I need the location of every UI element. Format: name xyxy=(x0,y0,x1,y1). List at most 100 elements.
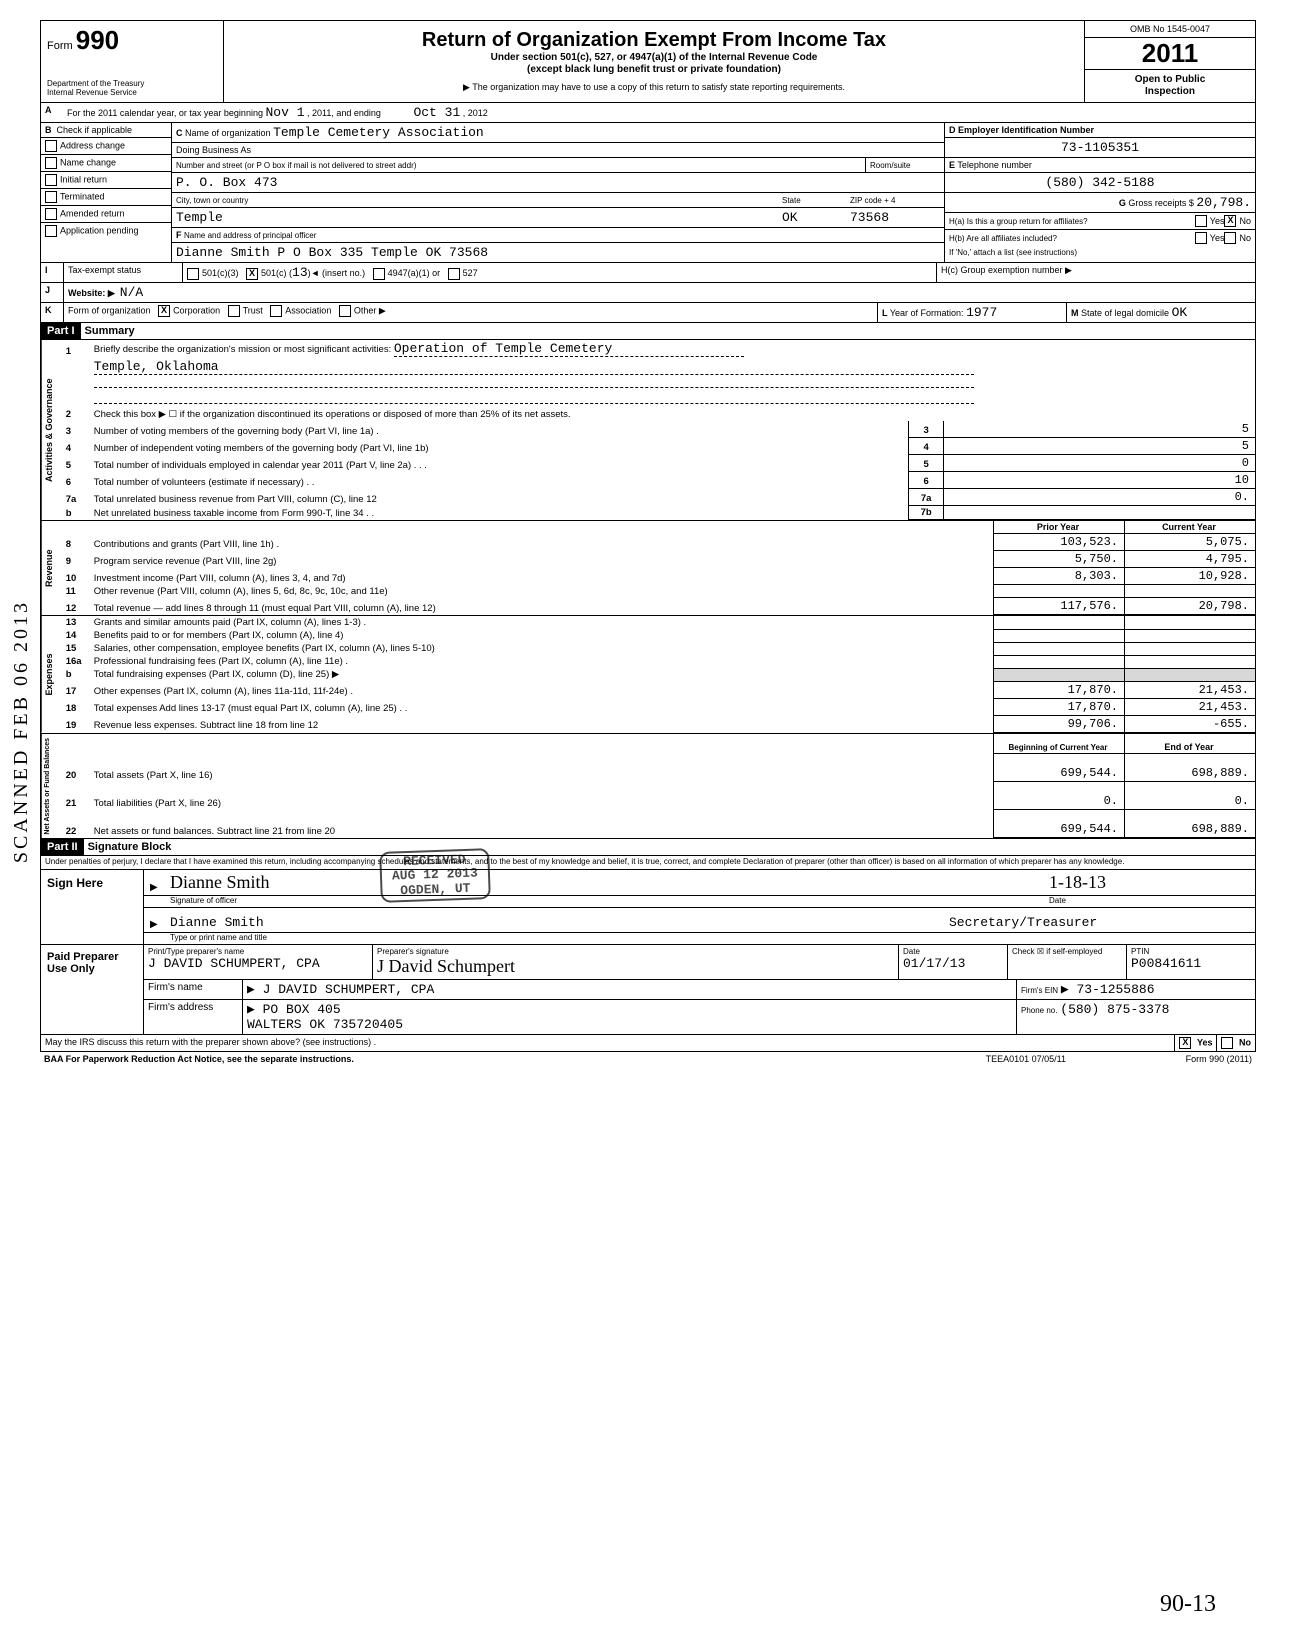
checkbox-501c[interactable] xyxy=(246,268,258,280)
val-6: 10 xyxy=(944,472,1255,489)
curr-20: 698,889. xyxy=(1125,754,1256,782)
prior-20: 699,544. xyxy=(994,754,1125,782)
label-hb: H(b) Are all affiliates included? xyxy=(949,234,1195,243)
label-ptin: PTIN xyxy=(1131,947,1251,956)
val-7a: 0. xyxy=(944,489,1255,506)
checkbox-amended[interactable] xyxy=(45,208,57,220)
prior-8: 103,523. xyxy=(994,534,1125,551)
label-a: A xyxy=(41,103,63,122)
checkbox-hb-yes[interactable] xyxy=(1195,232,1207,244)
org-city: Temple xyxy=(172,208,778,227)
form-title: Return of Organization Exempt From Incom… xyxy=(230,29,1078,52)
checkbox-501c3[interactable] xyxy=(187,268,199,280)
label-date: Date xyxy=(1049,896,1249,905)
firm-name: ▶ J DAVID SCHUMPERT, CPA xyxy=(243,980,1017,999)
curr-12: 20,798. xyxy=(1125,598,1256,615)
checkbox-name-change[interactable] xyxy=(45,157,57,169)
ein: 73-1105351 xyxy=(945,138,1255,158)
checkbox-terminated[interactable] xyxy=(45,191,57,203)
label-state: State xyxy=(782,196,801,205)
prior-17: 17,870. xyxy=(994,681,1125,698)
501c-number: 13 xyxy=(292,265,308,280)
check-if-applicable: Check if applicable xyxy=(57,125,133,135)
paid-preparer-label: Paid Preparer Use Only xyxy=(41,945,144,1034)
sign-here-label: Sign Here xyxy=(41,870,144,944)
val-4: 5 xyxy=(944,438,1255,455)
checkbox-app-pending[interactable] xyxy=(45,225,57,237)
checkbox-4947[interactable] xyxy=(373,268,385,280)
prior-12: 117,576. xyxy=(994,598,1125,615)
checkbox-discuss-no[interactable] xyxy=(1221,1037,1233,1049)
label-org-name: Name of organization xyxy=(185,128,271,138)
label-check-self-emp: Check ☒ if self-employed xyxy=(1012,947,1122,956)
org-name: Temple Cemetery Association xyxy=(273,125,484,140)
line-a-mid: , 2011, and ending xyxy=(307,108,381,118)
label-phone: Telephone number xyxy=(957,160,1032,170)
label-principal-officer: Name and address of principal officer xyxy=(184,231,316,240)
part-2-title: Signature Block xyxy=(84,839,176,855)
checkbox-hb-no[interactable] xyxy=(1224,232,1236,244)
perjury-statement: Under penalties of perjury, I declare th… xyxy=(41,856,1128,869)
form-number: 990 xyxy=(76,25,119,55)
line-a: A For the 2011 calendar year, or tax yea… xyxy=(40,103,1256,123)
received-stamp: RECEIVED AUG 12 2013 OGDEN, UT xyxy=(379,848,491,903)
checkbox-trust[interactable] xyxy=(228,305,240,317)
tax-year-begin: Nov 1 xyxy=(265,105,304,120)
state-domicile: OK xyxy=(1172,305,1188,320)
year-formation: 1977 xyxy=(966,305,997,320)
officer-signature: Dianne Smith xyxy=(170,872,1049,893)
checkbox-ha-yes[interactable] xyxy=(1195,215,1207,227)
tax-year: 2011 xyxy=(1085,38,1255,70)
form-note: ▶ The organization may have to use a cop… xyxy=(230,82,1078,93)
label-l: L xyxy=(882,308,888,318)
checkbox-assoc[interactable] xyxy=(270,305,282,317)
side-revenue: Revenue xyxy=(41,521,62,615)
label-firm-ein: Firm's EIN xyxy=(1021,986,1058,995)
form-number-block: Form 990 xyxy=(47,25,217,56)
label-prep-date: Date xyxy=(903,947,1003,956)
label-app-pending: Application pending xyxy=(60,225,139,235)
part-1-title: Summary xyxy=(81,323,139,339)
label-street: Number and street (or P O box if mail is… xyxy=(176,161,416,170)
open-public-2: Inspection xyxy=(1089,86,1251,98)
curr-10: 10,928. xyxy=(1125,568,1256,585)
label-ha: H(a) Is this a group return for affiliat… xyxy=(949,217,1195,226)
checkbox-ha-no[interactable] xyxy=(1224,215,1236,227)
checkbox-discuss-yes[interactable] xyxy=(1179,1037,1191,1049)
omb-number: OMB No 1545-0047 xyxy=(1085,21,1255,38)
label-initial-return: Initial return xyxy=(60,174,107,184)
label-gross-receipts: Gross receipts $ xyxy=(1128,198,1194,208)
header-boy: Beginning of Current Year xyxy=(994,734,1125,754)
gross-receipts: 20,798. xyxy=(1196,195,1251,210)
prior-9: 5,750. xyxy=(994,551,1125,568)
checkbox-527[interactable] xyxy=(448,268,460,280)
checkbox-initial-return[interactable] xyxy=(45,174,57,186)
checkbox-address-change[interactable] xyxy=(45,140,57,152)
checkbox-other[interactable] xyxy=(339,305,351,317)
label-f: F xyxy=(176,230,182,240)
officer-sign-date: 1-18-13 xyxy=(1049,872,1249,893)
label-c: C xyxy=(176,128,183,138)
scanned-stamp: SCANNED FEB 06 2013 xyxy=(10,600,33,863)
side-expenses: Expenses xyxy=(41,616,62,733)
label-hb-note: If 'No,' attach a list (see instructions… xyxy=(945,246,1255,259)
curr-22: 698,889. xyxy=(1125,810,1256,838)
prior-21: 0. xyxy=(994,782,1125,810)
officer-name-typed: Dianne Smith xyxy=(170,915,949,930)
label-preparer-sig: Preparer's signature xyxy=(377,947,894,956)
prior-22: 699,544. xyxy=(994,810,1125,838)
label-city: City, town or country xyxy=(176,196,248,205)
checkbox-corp[interactable] xyxy=(158,305,170,317)
label-j: J xyxy=(41,283,64,302)
org-zip: 73568 xyxy=(846,208,944,227)
curr-17: 21,453. xyxy=(1125,681,1256,698)
firm-addr-2: WALTERS OK 735720405 xyxy=(247,1017,1012,1032)
label-dba: Doing Business As xyxy=(172,143,944,158)
prior-10: 8,303. xyxy=(994,568,1125,585)
handwritten-note: 90-13 xyxy=(1160,1591,1216,1618)
tax-year-end: Oct 31 xyxy=(413,105,460,120)
prior-18: 17,870. xyxy=(994,698,1125,715)
label-tax-exempt: Tax-exempt status xyxy=(64,263,183,282)
curr-8: 5,075. xyxy=(1125,534,1256,551)
footer-teea: TEEA0101 07/05/11 xyxy=(986,1054,1186,1064)
